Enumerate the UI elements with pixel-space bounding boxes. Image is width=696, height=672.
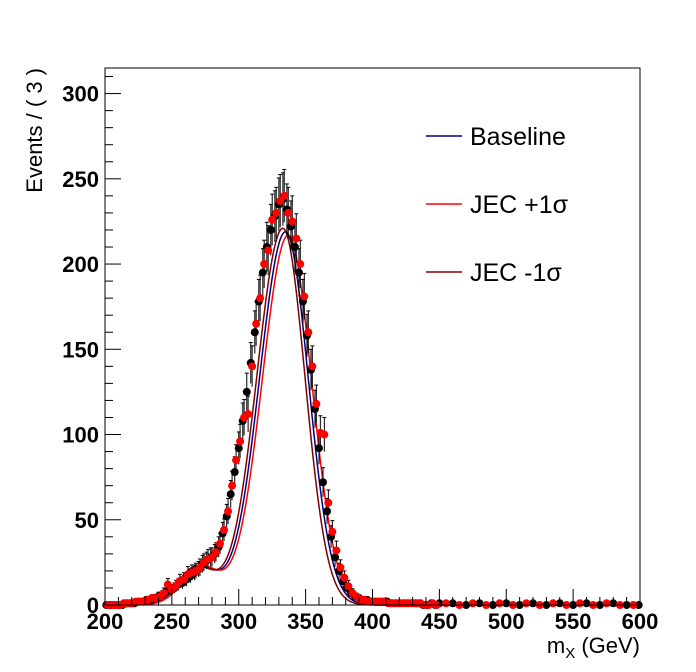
y-axis-tick-labels: 0 50 100 150 200 250 300 <box>62 82 99 618</box>
data-point <box>256 294 265 303</box>
data-point <box>340 573 349 582</box>
x-tick-label: 450 <box>421 609 458 634</box>
error-bars <box>121 168 616 605</box>
data-point <box>304 328 313 337</box>
data-point <box>159 589 168 598</box>
y-tick-label: 0 <box>87 593 99 618</box>
fit-curve <box>105 234 640 606</box>
data-point <box>280 191 289 200</box>
data-point <box>320 430 329 439</box>
x-axis-title: mX (GeV) <box>547 633 640 662</box>
data-point <box>575 599 584 608</box>
legend-label: JEC +1σ <box>470 191 569 219</box>
y-tick-label: 200 <box>62 252 99 277</box>
fit-curve <box>105 230 640 606</box>
y-axis-ticks <box>105 76 121 606</box>
data-point <box>288 217 297 226</box>
x-tick-label: 200 <box>87 609 124 634</box>
x-axis-title-main: m <box>547 633 565 658</box>
data-point <box>234 444 243 453</box>
data-point <box>324 498 333 507</box>
data-point <box>328 527 337 536</box>
data-point <box>315 444 323 453</box>
data-point <box>258 268 267 277</box>
data-point <box>290 243 299 251</box>
x-axis-tick-labels: 200 250 300 350 400 450 500 550 600 <box>87 609 659 634</box>
x-tick-label: 600 <box>622 609 659 634</box>
data-point <box>331 553 340 562</box>
data-point <box>230 468 239 477</box>
data-point <box>319 478 328 487</box>
data-point <box>332 546 341 555</box>
y-axis-title: Events / ( 3 ) <box>22 68 47 193</box>
data-point <box>272 208 281 217</box>
data-point <box>228 481 237 490</box>
x-axis-title-unit: (GeV) <box>575 633 640 658</box>
x-tick-label: 550 <box>555 609 592 634</box>
data-point <box>252 319 261 328</box>
y-tick-label: 300 <box>62 82 99 107</box>
y-tick-label: 100 <box>62 423 99 448</box>
data-point <box>312 399 321 408</box>
data-point <box>250 328 259 337</box>
data-point <box>242 387 251 396</box>
data-point <box>216 539 225 548</box>
data-point <box>344 582 353 591</box>
data-point <box>226 490 235 499</box>
x-tick-label: 250 <box>154 609 191 634</box>
x-tick-label: 350 <box>287 609 324 634</box>
data-point <box>266 225 275 234</box>
data-point <box>268 215 277 224</box>
data-point <box>212 548 221 557</box>
data-point <box>284 208 293 217</box>
data-point <box>602 599 611 608</box>
data-point <box>248 362 257 371</box>
x-tick-label: 300 <box>220 609 257 634</box>
data-points <box>102 191 643 609</box>
x-tick-label: 400 <box>354 609 391 634</box>
data-point <box>442 599 451 608</box>
data-point <box>260 260 269 269</box>
legend-label: JEC -1σ <box>470 259 562 287</box>
data-point <box>549 599 558 608</box>
data-point <box>292 234 301 243</box>
legend-label: Baseline <box>470 123 566 151</box>
legend: Baseline JEC +1σ JEC -1σ <box>426 123 569 287</box>
data-point <box>236 437 245 446</box>
data-point <box>522 599 531 608</box>
data-point <box>294 268 303 277</box>
data-point <box>336 563 345 572</box>
data-point <box>300 292 309 301</box>
data-point <box>224 507 233 516</box>
y-tick-label: 250 <box>62 167 99 192</box>
data-point <box>220 525 229 534</box>
x-tick-label: 500 <box>488 609 525 634</box>
data-point <box>308 362 317 371</box>
data-point <box>495 599 504 608</box>
y-tick-label: 50 <box>75 508 99 533</box>
x-axis-title-subscript: X <box>565 645 575 662</box>
data-point <box>232 456 241 465</box>
data-point <box>264 246 273 255</box>
data-point <box>244 410 253 419</box>
x-axis-ticks <box>104 589 641 605</box>
data-point <box>468 599 477 608</box>
data-point <box>296 260 305 269</box>
data-point <box>323 507 332 516</box>
y-tick-label: 150 <box>62 337 99 362</box>
